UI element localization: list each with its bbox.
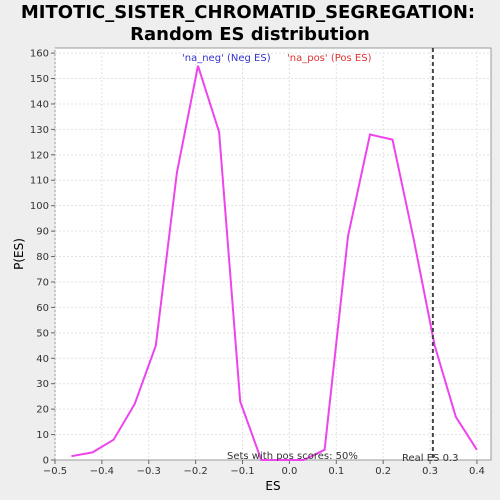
y-tick-label: 40 (36, 354, 49, 365)
x-tick-label: −0.3 (137, 466, 161, 477)
y-tick-label: 160 (30, 49, 49, 60)
es-distribution-line (71, 65, 478, 461)
legend-neg: 'na_neg' (Neg ES) (182, 53, 271, 64)
y-tick-label: 120 (30, 150, 49, 161)
x-tick-label: 0.2 (375, 466, 391, 477)
x-tick-label: 0.3 (422, 466, 438, 477)
y-tick-label: 130 (30, 125, 49, 136)
x-tick-label: −0.1 (230, 466, 254, 477)
x-tick-label: −0.4 (90, 466, 114, 477)
y-tick-label: 20 (36, 405, 49, 416)
x-tick-label: 0.4 (469, 466, 485, 477)
x-tick-label: −0.2 (183, 466, 207, 477)
real-es-label: Real ES 0.3 (402, 453, 458, 464)
y-tick-label: 90 (36, 227, 49, 238)
y-tick-label: 100 (30, 201, 49, 212)
x-axis-label: ES (265, 479, 280, 493)
pos-scores-annotation: Sets with pos scores: 50% (227, 451, 358, 462)
y-tick-label: 110 (30, 176, 49, 187)
chart-title-line2: Random ES distribution (130, 24, 370, 45)
x-tick-label: 0.1 (328, 466, 344, 477)
chart-title-line1: MITOTIC_SISTER_CHROMATID_SEGREGATION: (21, 2, 475, 23)
y-tick-label: 10 (36, 430, 49, 441)
y-tick-label: 60 (36, 303, 49, 314)
x-tick-label: −0.5 (43, 466, 67, 477)
y-tick-label: 140 (30, 99, 49, 110)
x-axis-ticks: −0.5 −0.4 −0.3 −0.2 −0.1 0.0 0.1 0.2 0.3 0.4 (43, 460, 485, 477)
plot-area (54, 47, 492, 461)
y-tick-label: 0 (43, 456, 49, 467)
legend-pos: 'na_pos' (Pos ES) (287, 53, 372, 64)
y-tick-label: 70 (36, 277, 49, 288)
y-tick-label: 50 (36, 328, 49, 339)
x-tick-label: 0.0 (281, 466, 297, 477)
y-tick-label: 30 (36, 379, 49, 390)
y-tick-label: 80 (36, 252, 49, 263)
grid-lines (54, 48, 491, 460)
y-tick-label: 150 (30, 74, 49, 85)
y-axis-ticks: 0 10 20 30 40 50 60 70 80 90 100 110 120 130 140 150 160 (30, 49, 55, 467)
y-axis-label: P(ES) (12, 238, 26, 270)
